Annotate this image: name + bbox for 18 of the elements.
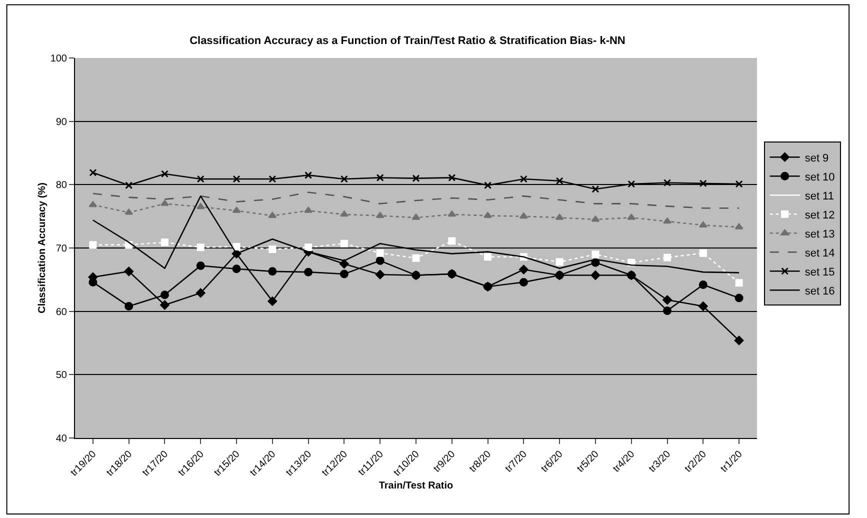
chart-title: Classification Accuracy as a Function of Train/Test Ratio & Stratification Bias- k-NN <box>190 34 626 47</box>
legend-label: set 12 <box>804 209 835 222</box>
legend-label: set 11 <box>804 190 834 202</box>
y-tick-label: 100 <box>50 54 68 64</box>
y-axis-title: Classification Accuracy (%) <box>37 182 48 314</box>
y-tick-label: 60 <box>56 306 68 318</box>
legend-label: set 15 <box>804 266 835 278</box>
y-tick-label: 50 <box>56 370 68 382</box>
x-axis-title: Train/Test Ratio <box>378 480 454 492</box>
y-tick-label: 90 <box>56 116 68 128</box>
y-tick-label: 80 <box>56 180 68 192</box>
y-tick-label: 40 <box>56 434 68 444</box>
legend-label: set 10 <box>804 171 835 184</box>
y-tick-label: 70 <box>56 244 68 254</box>
legend-label: set 14 <box>804 247 835 260</box>
legend-label: set 9 <box>804 152 829 164</box>
legend-label: set 16 <box>804 285 835 298</box>
legend-label: set 13 <box>804 228 835 240</box>
